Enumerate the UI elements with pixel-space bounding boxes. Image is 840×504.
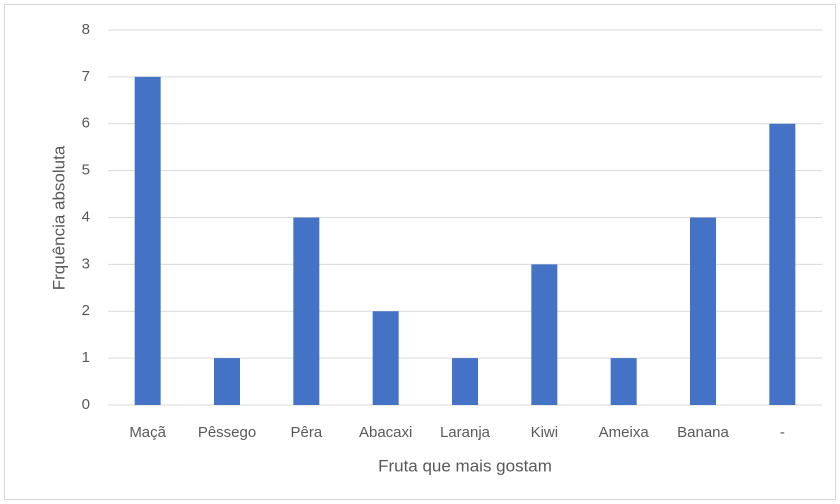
- y-tick-label: 0: [82, 396, 90, 413]
- x-tick-label: Maçã: [129, 424, 166, 441]
- bar: [690, 217, 716, 405]
- bar: [214, 358, 240, 405]
- x-tick-label: Ameixa: [599, 424, 650, 441]
- y-tick-label: 8: [82, 21, 90, 38]
- bar: [134, 76, 161, 405]
- y-axis-title: Frquência absoluta: [49, 145, 68, 290]
- bar: [372, 311, 399, 405]
- x-tick-label: Pêssego: [198, 424, 256, 441]
- x-tick-label: Kiwi: [531, 424, 559, 441]
- bar: [452, 358, 478, 405]
- x-tick-label: Laranja: [440, 424, 491, 441]
- y-tick-label: 7: [82, 68, 90, 85]
- y-tick-label: 1: [82, 349, 90, 366]
- y-tick-label: 6: [82, 115, 90, 132]
- y-tick-label: 4: [82, 208, 90, 225]
- bar: [769, 123, 796, 405]
- bar: [293, 217, 320, 405]
- x-axis-title: Fruta que mais gostam: [378, 456, 552, 475]
- x-tick-label: Abacaxi: [359, 424, 412, 441]
- x-tick-label: -: [780, 424, 785, 441]
- y-tick-label: 2: [82, 302, 90, 319]
- y-tick-label: 3: [82, 255, 90, 272]
- y-tick-label: 5: [82, 162, 90, 179]
- x-tick-label: Banana: [677, 424, 729, 441]
- bar: [531, 264, 558, 405]
- bar: [610, 358, 637, 405]
- x-tick-label: Pêra: [290, 424, 322, 441]
